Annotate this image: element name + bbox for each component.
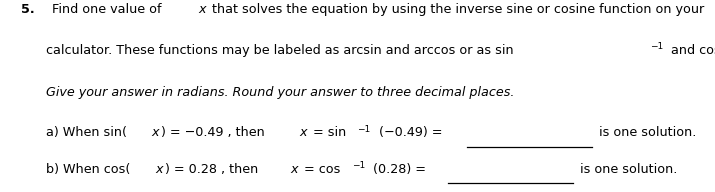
- Text: is one solution.: is one solution.: [599, 126, 696, 139]
- Text: b) When cos(: b) When cos(: [46, 163, 131, 176]
- Text: = sin: = sin: [310, 126, 347, 139]
- Text: 5.: 5.: [21, 3, 35, 17]
- Text: Give your answer in radians. Round your answer to three decimal places.: Give your answer in radians. Round your …: [46, 86, 515, 99]
- Text: calculator. These functions may be labeled as arcsin and arccos or as sin: calculator. These functions may be label…: [46, 44, 514, 57]
- Text: −1: −1: [358, 125, 370, 133]
- Text: ) = −0.49 , then: ) = −0.49 , then: [161, 126, 268, 139]
- Text: x: x: [290, 163, 298, 176]
- Text: and cos: and cos: [667, 44, 715, 57]
- Text: x: x: [300, 126, 307, 139]
- Text: Find one value of: Find one value of: [52, 3, 165, 17]
- Text: = cos: = cos: [300, 163, 340, 176]
- Text: that solves the equation by using the inverse sine or cosine function on your: that solves the equation by using the in…: [208, 3, 704, 17]
- Text: −1: −1: [650, 42, 663, 51]
- Text: ) = 0.28 , then: ) = 0.28 , then: [165, 163, 262, 176]
- Text: x: x: [155, 163, 163, 176]
- Text: a) When sin(: a) When sin(: [46, 126, 127, 139]
- Text: x: x: [198, 3, 206, 17]
- Text: (−0.49) =: (−0.49) =: [375, 126, 446, 139]
- Text: (0.28) =: (0.28) =: [370, 163, 430, 176]
- Text: −1: −1: [352, 161, 365, 170]
- Text: is one solution.: is one solution.: [581, 163, 678, 176]
- Text: x: x: [151, 126, 159, 139]
